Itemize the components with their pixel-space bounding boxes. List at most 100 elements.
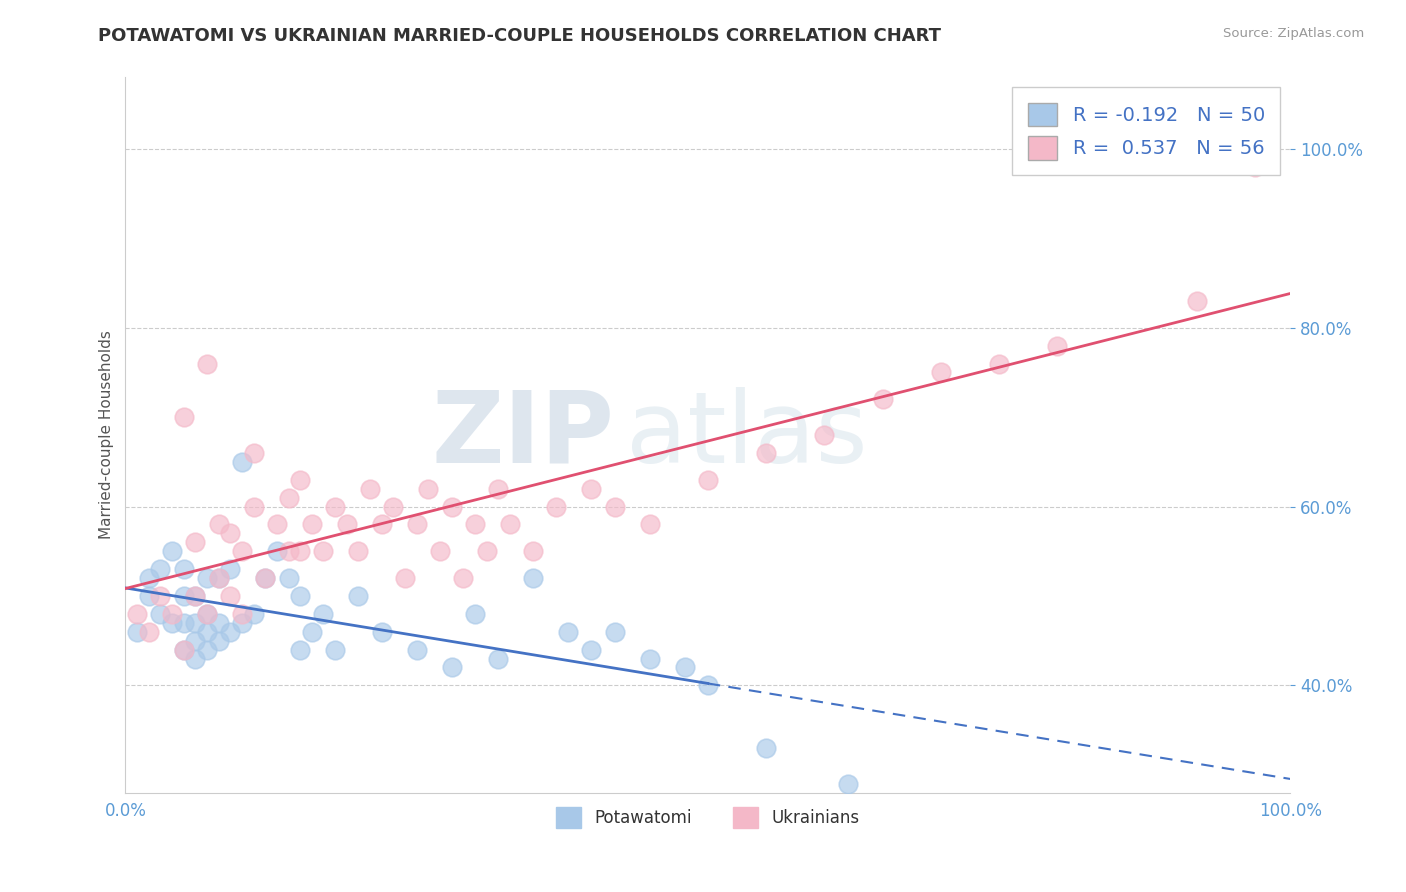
Point (173, 589, 195, 603)
Point (429, 544, 451, 558)
Point (160, 607, 183, 621)
Point (359, 482, 381, 496)
Point (440, 500, 463, 514)
Point (195, 642, 218, 657)
Point (208, 633, 231, 648)
Point (370, 624, 392, 639)
Point (195, 357, 218, 371)
Point (277, 544, 299, 558)
Text: ZIP: ZIP (432, 386, 614, 483)
Point (696, 678, 718, 692)
Text: POTAWATOMI VS UKRAINIAN MARRIED-COUPLE HOUSEHOLDS CORRELATION CHART: POTAWATOMI VS UKRAINIAN MARRIED-COUPLE H… (98, 27, 942, 45)
Point (755, 741, 778, 756)
Point (323, 500, 346, 514)
Point (254, 571, 277, 585)
Point (173, 615, 195, 630)
Point (138, 589, 160, 603)
Point (988, 357, 1011, 371)
Point (277, 491, 299, 505)
Point (254, 571, 277, 585)
Point (173, 642, 195, 657)
Point (813, 428, 835, 442)
Point (208, 571, 231, 585)
Point (405, 642, 427, 657)
Point (1244, 160, 1267, 174)
Point (440, 660, 463, 674)
Point (184, 589, 207, 603)
Point (219, 589, 242, 603)
Legend: Potawatomi, Ukrainians: Potawatomi, Ukrainians (550, 801, 866, 834)
Text: atlas: atlas (626, 386, 868, 483)
Point (546, 500, 568, 514)
Point (755, 446, 778, 460)
Point (418, 482, 440, 496)
Point (486, 482, 509, 496)
Text: Source: ZipAtlas.com: Source: ZipAtlas.com (1223, 27, 1364, 40)
Point (173, 562, 195, 576)
Point (312, 544, 335, 558)
Point (603, 500, 626, 514)
Point (451, 571, 474, 585)
Point (149, 562, 172, 576)
Point (673, 660, 696, 674)
Point (219, 562, 242, 576)
Point (173, 642, 195, 657)
Point (219, 526, 242, 541)
Point (149, 589, 172, 603)
Point (127, 624, 149, 639)
Point (195, 607, 218, 621)
Point (219, 624, 242, 639)
Point (195, 624, 218, 639)
Point (184, 535, 207, 549)
Point (581, 482, 603, 496)
Point (231, 455, 253, 469)
Point (557, 624, 579, 639)
Point (231, 607, 253, 621)
Point (347, 544, 370, 558)
Point (475, 544, 498, 558)
Point (464, 517, 486, 532)
Point (277, 571, 299, 585)
Point (301, 624, 323, 639)
Point (127, 607, 149, 621)
Point (160, 615, 183, 630)
Point (149, 607, 172, 621)
Point (929, 366, 952, 380)
Point (266, 517, 288, 532)
Point (638, 517, 661, 532)
Point (837, 777, 859, 791)
Point (486, 651, 509, 665)
Point (184, 589, 207, 603)
Point (382, 500, 405, 514)
Point (370, 517, 392, 532)
Point (138, 624, 160, 639)
Point (581, 642, 603, 657)
Point (208, 517, 231, 532)
Point (288, 642, 311, 657)
Point (312, 607, 335, 621)
Point (288, 544, 311, 558)
Point (696, 473, 718, 487)
Point (522, 571, 544, 585)
Point (464, 607, 486, 621)
Point (195, 607, 218, 621)
Point (347, 589, 370, 603)
Point (184, 651, 207, 665)
Point (499, 517, 522, 532)
Point (301, 517, 323, 532)
Point (173, 410, 195, 425)
Point (231, 544, 253, 558)
Point (231, 615, 253, 630)
Point (1046, 338, 1069, 352)
Point (288, 589, 311, 603)
Point (323, 642, 346, 657)
Point (160, 544, 183, 558)
Point (242, 446, 264, 460)
Point (336, 517, 359, 532)
Point (638, 651, 661, 665)
Point (242, 607, 264, 621)
Point (208, 571, 231, 585)
Point (405, 517, 427, 532)
Point (603, 624, 626, 639)
Point (242, 500, 264, 514)
